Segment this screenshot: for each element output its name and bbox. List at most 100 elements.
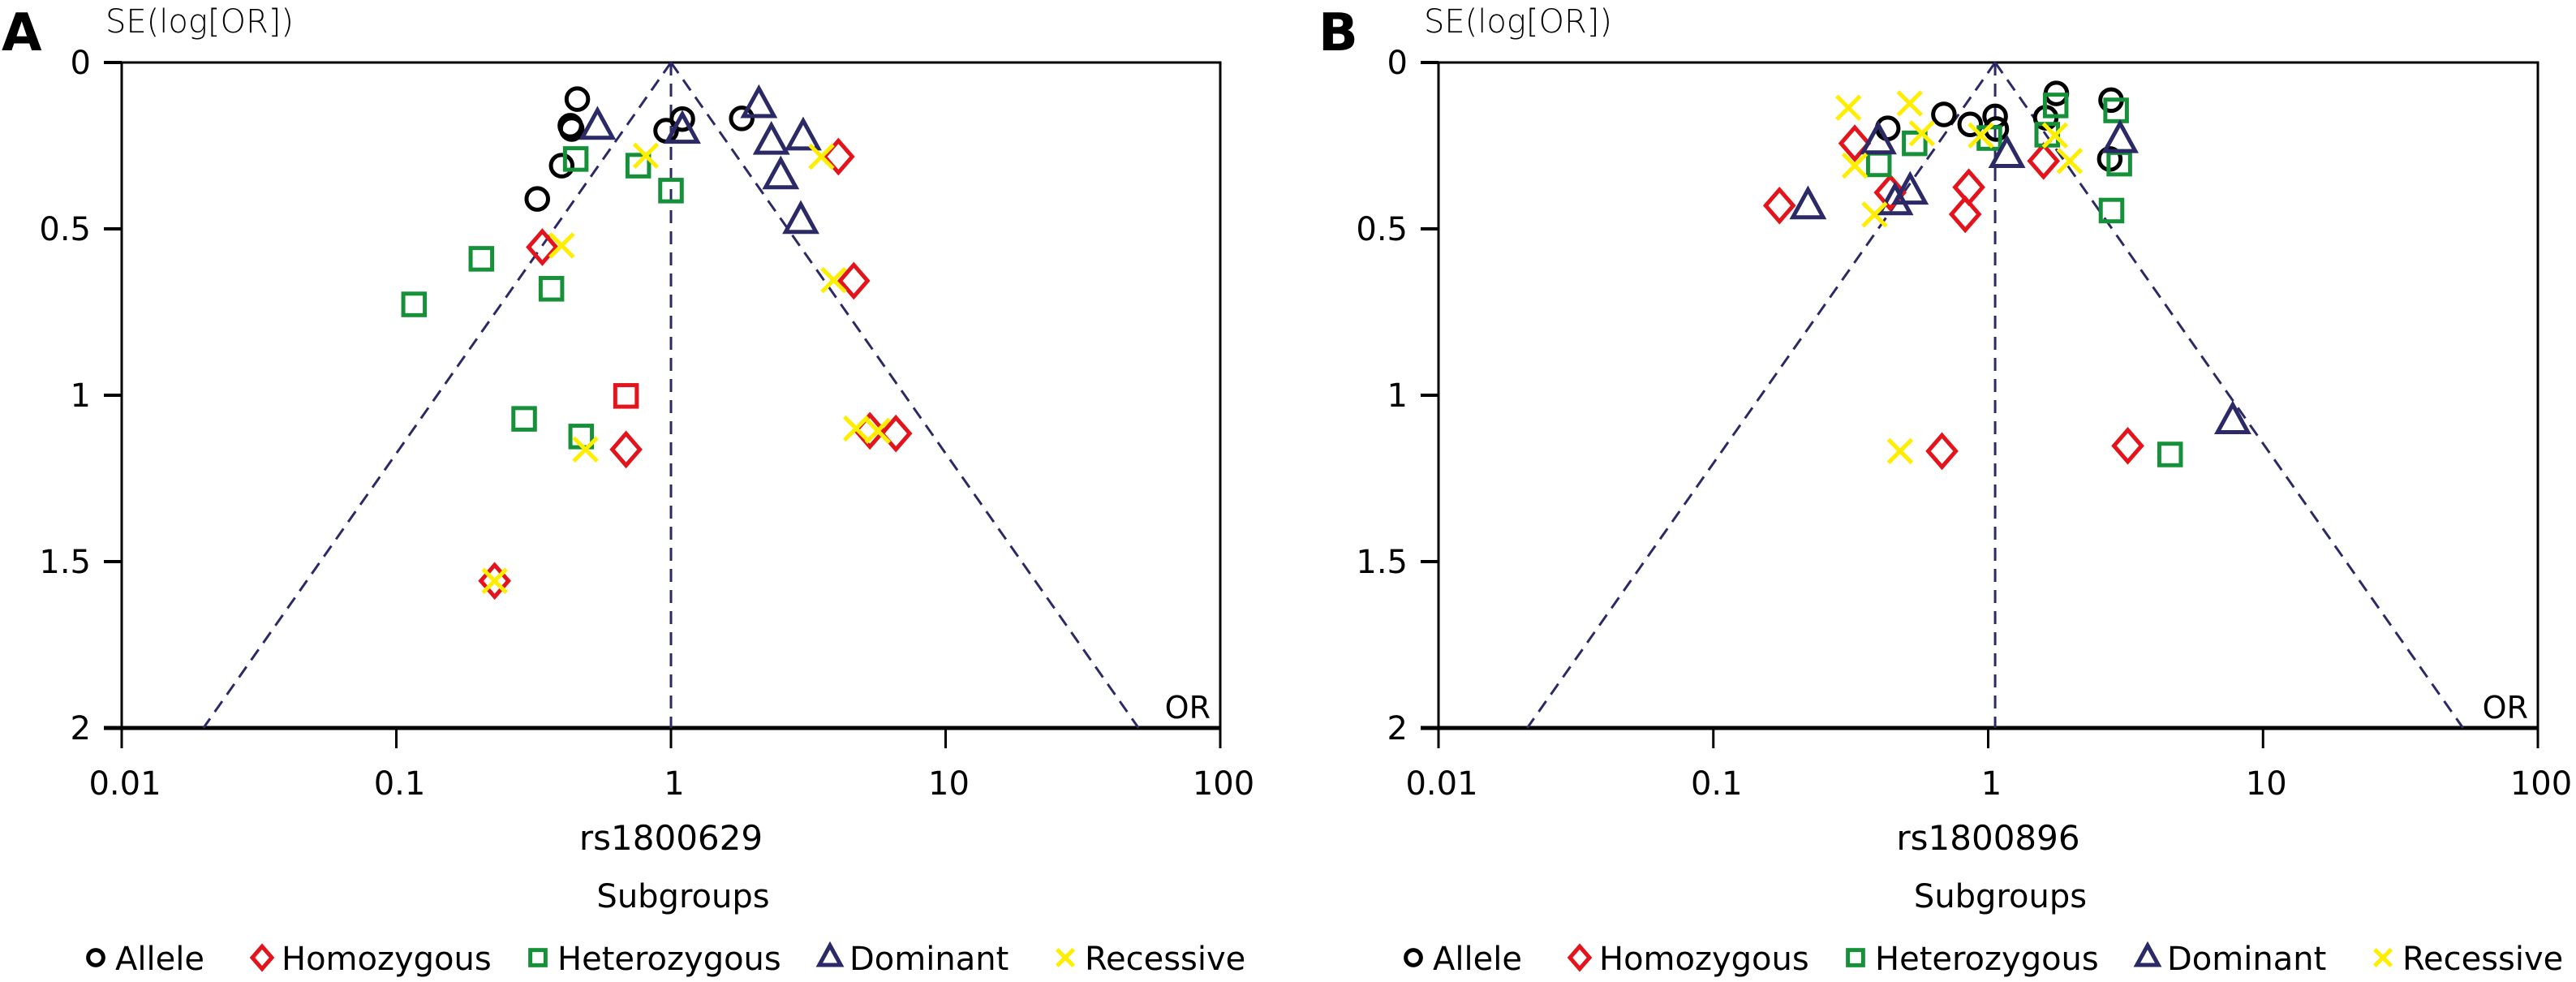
data-point-recessive <box>1967 122 1994 149</box>
data-point-dominant <box>578 106 617 140</box>
data-point-allele <box>564 86 591 112</box>
data-point-recessive <box>2041 122 2069 149</box>
data-point-recessive <box>820 266 847 294</box>
y-axis-title: SE(log[OR]) <box>105 3 294 41</box>
data-point-allele <box>729 106 755 131</box>
legend: Allele Homozygous Heterozygous Dominant Rece… <box>86 941 1245 978</box>
legend-item-allele: Allele <box>1404 941 1522 978</box>
x-stroke <box>1056 948 1075 967</box>
x-tick-label: 100 <box>2510 765 2572 803</box>
data-point-dominant <box>2101 118 2139 153</box>
heterozygous-marker-icon <box>1846 948 1865 967</box>
x-stroke <box>1841 152 1869 179</box>
legend-item-dominant: Dominant <box>2133 941 2326 978</box>
homozygous-marker-icon <box>249 943 275 972</box>
data-point-homozygous <box>478 562 511 601</box>
panel-label: A <box>2 3 42 63</box>
legend-item-recessive: Recessive <box>2373 941 2563 978</box>
dominant-marker-icon <box>2133 941 2162 967</box>
dominant-marker-icon <box>815 941 845 967</box>
data-point-dominant <box>762 155 800 190</box>
data-point-allele <box>1931 101 1957 127</box>
data-point-recessive <box>632 142 660 170</box>
x-tick-label: 0.01 <box>1405 765 1477 803</box>
x-stroke <box>1861 201 1888 228</box>
recessive-marker-icon <box>1056 948 1075 967</box>
legend-label: Homozygous <box>282 941 492 978</box>
data-point-allele <box>548 153 575 179</box>
series-heterozygous <box>401 146 684 450</box>
data-point-heterozygous <box>401 291 428 317</box>
legend-item-heterozygous: Heterozygous <box>528 941 781 978</box>
data-point-dominant <box>740 84 778 118</box>
series-allele <box>524 86 755 212</box>
heterozygous-marker-icon <box>528 948 548 967</box>
data-point-recessive <box>572 436 599 463</box>
series-homozygous <box>478 137 913 601</box>
data-point-homozygous <box>1762 186 1796 225</box>
data-point-homozygous <box>1948 195 1982 234</box>
data-point-homozygous <box>822 137 855 176</box>
x-stroke <box>2373 948 2393 967</box>
funnel-left-line <box>202 62 673 729</box>
y-axis-title: SE(log[OR]) <box>1424 3 1612 41</box>
data-point-allele <box>558 116 585 142</box>
legend-label: Dominant <box>2167 941 2326 978</box>
data-point-allele <box>1957 111 1984 138</box>
data-point-homozygous <box>2111 426 2144 465</box>
x-stroke <box>2041 122 2069 149</box>
series-homozygous <box>1762 124 2144 471</box>
data-point-recessive <box>808 143 835 170</box>
plot-frame <box>1437 61 2539 730</box>
x-axis-label: rs1800629 <box>579 818 763 858</box>
data-point-recessive <box>842 415 870 442</box>
x-stroke <box>572 436 599 463</box>
data-point-homozygous <box>1873 173 1907 212</box>
x-tick-label: 1 <box>1981 765 2002 803</box>
data-point-heterozygous <box>1865 151 1892 178</box>
x-stroke <box>1896 90 1923 117</box>
data-point-heterozygous <box>625 153 652 179</box>
x-stroke <box>481 567 508 594</box>
data-point-homozygous <box>609 430 643 469</box>
data-points <box>1762 80 2251 471</box>
data-point-homozygous <box>613 383 639 409</box>
data-point-dominant <box>1988 134 2026 169</box>
data-point-heterozygous <box>538 276 565 302</box>
data-point-dominant <box>1860 120 1897 155</box>
y-tick-label: 1 <box>71 377 91 415</box>
x-tick-label: 0.1 <box>1691 765 1743 803</box>
legend-label: Allele <box>115 941 204 978</box>
data-point-dominant <box>782 200 819 235</box>
funnel-plot-b: B SE(log[OR]) 0 0.5 1 1.5 2 0.01 0.1 1 10 100 OR rs18… <box>1318 3 2572 978</box>
panel-label: B <box>1318 3 1358 63</box>
data-point-homozygous <box>836 261 871 300</box>
data-point-recessive <box>1908 120 1936 147</box>
data-point-homozygous <box>2027 142 2061 180</box>
funnel-right-line <box>669 62 1140 729</box>
data-point-homozygous <box>526 228 559 266</box>
data-point-recessive <box>548 232 575 259</box>
series-dominant <box>1789 118 2251 435</box>
legend-item-heterozygous: Heterozygous <box>1846 941 2099 978</box>
data-point-recessive <box>1861 201 1888 228</box>
legend-label: Dominant <box>849 941 1008 978</box>
or-corner-label: OR <box>2483 690 2528 726</box>
data-point-dominant <box>785 116 822 151</box>
y-tick-label: 1 <box>1387 377 1408 415</box>
plot-frame <box>120 61 1222 730</box>
y-tick-label: 2 <box>71 710 91 747</box>
x-tick-label: 10 <box>928 765 970 803</box>
data-point-heterozygous <box>2103 97 2129 123</box>
legend-title: Subgroups <box>1914 878 2087 915</box>
funnel-right-line <box>1993 62 2464 729</box>
y-tick-label: 0.5 <box>39 211 91 248</box>
homozygous-marker-icon <box>1567 943 1593 972</box>
data-point-homozygous <box>1925 432 1959 471</box>
y-tick-label: 1.5 <box>39 544 91 581</box>
legend-label: Allele <box>1433 941 1522 978</box>
legend-item-homozygous: Homozygous <box>249 941 492 978</box>
data-point-dominant <box>752 120 790 155</box>
series-recessive <box>1834 90 2084 465</box>
